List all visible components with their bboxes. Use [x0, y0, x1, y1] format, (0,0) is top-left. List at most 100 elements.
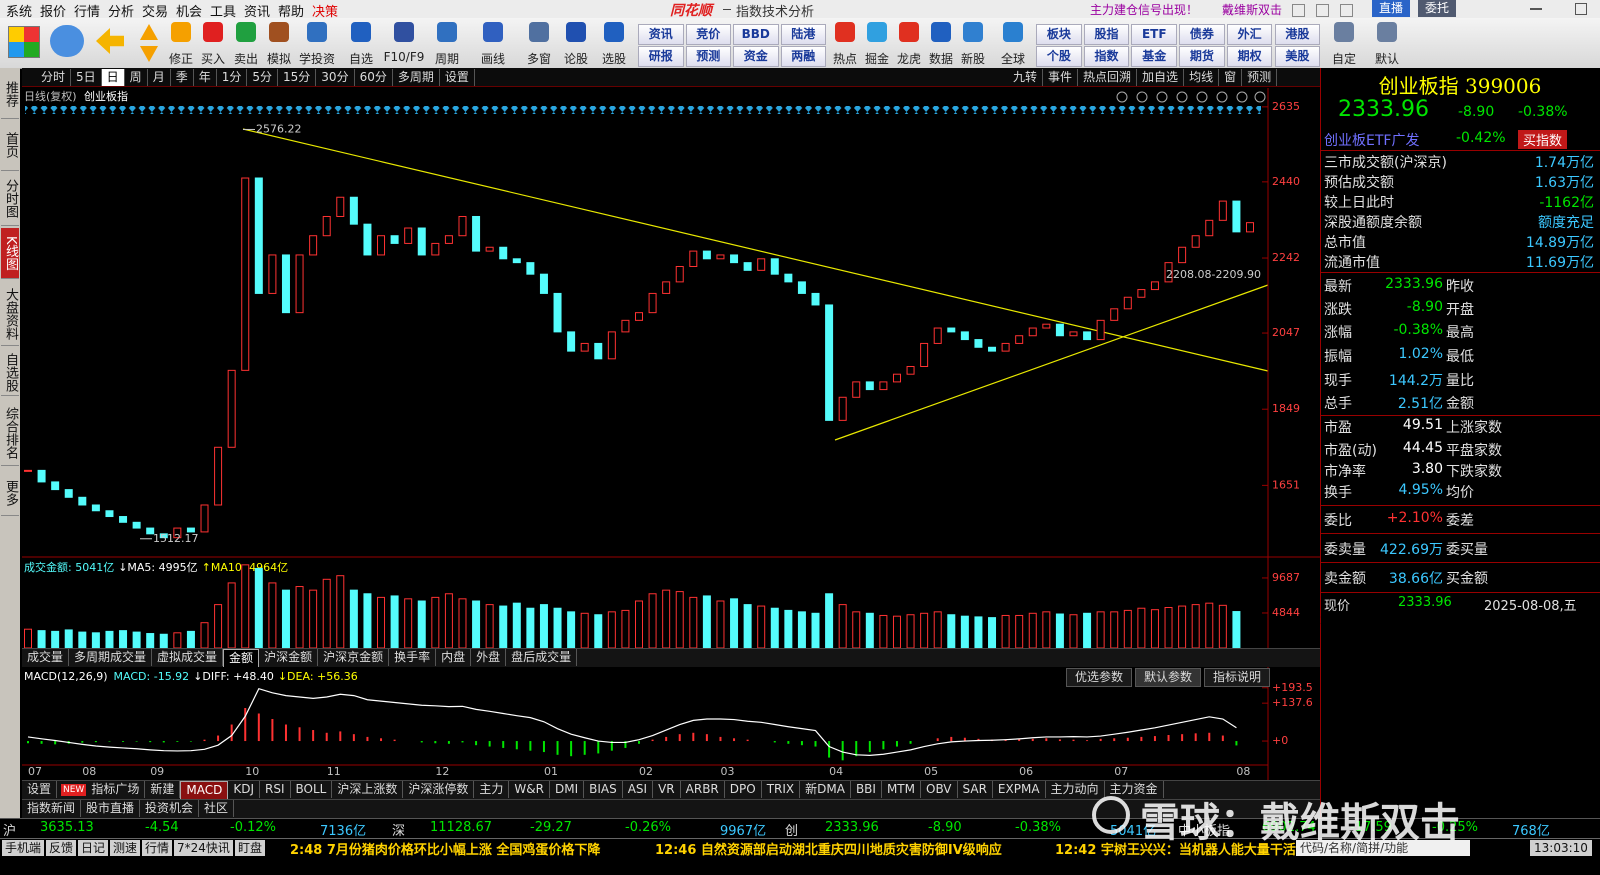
period-tab[interactable]: 周 — [125, 69, 148, 86]
period-tab[interactable]: 年 — [194, 69, 217, 86]
indicator-tabs-item[interactable]: BIAS — [584, 781, 623, 798]
period-tab[interactable]: 日 — [101, 69, 125, 86]
macd-button[interactable]: 默认参数 — [1135, 668, 1201, 687]
period-tab[interactable]: 1分 — [217, 69, 248, 86]
tool-label[interactable]: 全球 — [1000, 52, 1025, 66]
indicator-tabs-item[interactable]: RSI — [260, 781, 291, 798]
buy-button[interactable]: 买指数 — [1518, 130, 1568, 149]
grid-button[interactable]: 基金 — [1131, 46, 1178, 67]
tool-label[interactable]: 掘金 — [864, 52, 889, 66]
indicator-tabs-item[interactable]: DPO — [725, 781, 762, 798]
indicator-tabs-item[interactable]: ASI — [623, 781, 654, 798]
status-item[interactable]: 盯盘 — [235, 840, 266, 856]
menu-item[interactable]: 交易 — [142, 5, 169, 20]
nav-item[interactable]: 自选股 — [1, 350, 19, 396]
status-item[interactable]: 日记 — [78, 840, 109, 856]
tool-label[interactable]: 周期 — [434, 52, 459, 66]
tool-label[interactable]: 数据 — [928, 52, 953, 66]
nav-item[interactable]: 推荐 — [1, 70, 19, 119]
grid-button[interactable]: 陆港 — [780, 24, 826, 45]
indicator-tabs-item[interactable]: 沪深涨停数 — [403, 781, 475, 798]
grid-button[interactable]: 竞价 — [685, 24, 731, 45]
top-button[interactable]: 委托 — [1418, 0, 1457, 17]
etf-name[interactable]: 创业板ETF广发 — [1324, 133, 1420, 149]
top-button[interactable]: 直播 — [1372, 0, 1411, 17]
tool-label[interactable]: 卖出 — [233, 52, 258, 66]
chart-tool[interactable]: 九转 — [1008, 69, 1044, 86]
grid-button[interactable]: 研报 — [638, 46, 684, 67]
menu-item[interactable]: 帮助 — [278, 5, 305, 20]
volume-tabs-item[interactable]: 盘后成交量 — [506, 649, 578, 666]
status-item[interactable]: 测速 — [110, 840, 141, 856]
chart-tool[interactable]: 预测 — [1242, 69, 1278, 86]
nav-item[interactable]: 更多 — [1, 470, 19, 516]
nav-item[interactable]: 大盘资料 — [1, 282, 19, 346]
grid-button[interactable]: ETF — [1131, 24, 1178, 45]
volume-tabs-item[interactable]: 多周期成交量 — [69, 649, 153, 666]
indicator-tabs-item[interactable]: EXPMA — [993, 781, 1046, 798]
volume-tabs-item[interactable]: 沪深京金额 — [318, 649, 390, 666]
indicator-tabs-item[interactable]: W&R — [509, 781, 550, 798]
nav-item[interactable]: K线图 — [1, 228, 19, 279]
grid-button[interactable]: 股指 — [1083, 24, 1130, 45]
grid-button[interactable]: 板块 — [1036, 24, 1082, 45]
grid-button[interactable]: 两融 — [780, 46, 826, 67]
macd-button[interactable]: 指标说明 — [1204, 668, 1270, 687]
tool-label[interactable]: 自选 — [348, 52, 373, 66]
promo[interactable]: 戴维斯双击 — [1222, 3, 1283, 17]
status-item[interactable]: 手机端 — [2, 840, 45, 856]
info-tabs-item[interactable]: 指数新闻 — [22, 800, 82, 817]
nav-item[interactable]: 首页 — [1, 120, 19, 171]
period-tab[interactable]: 设置 — [440, 69, 475, 86]
chart-tool[interactable]: 均线 — [1184, 69, 1220, 86]
volume-tabs-item[interactable]: 沪深金额 — [259, 649, 319, 666]
indicator-tabs-item[interactable]: 主力资金 — [1105, 781, 1164, 798]
chart-tool[interactable]: 加自选 — [1137, 69, 1185, 86]
grid-button[interactable]: 资讯 — [638, 24, 684, 45]
indicator-tabs-item[interactable]: TRIX — [762, 781, 801, 798]
tool-label[interactable]: 买入 — [200, 52, 225, 66]
period-tab[interactable]: 15分 — [278, 69, 317, 86]
volume-tabs-item[interactable]: 成交量 — [22, 649, 70, 666]
menu-item[interactable]: 工具 — [210, 5, 237, 20]
volume-tabs-item[interactable]: 内盘 — [436, 649, 472, 666]
indicator-tabs-item[interactable]: MACD — [180, 781, 229, 799]
grid-button[interactable]: 指数 — [1083, 46, 1130, 67]
macd-button[interactable]: 优选参数 — [1066, 668, 1132, 687]
indicator-tabs-item[interactable]: BOLL — [291, 781, 333, 798]
news-item[interactable]: 12:46 自然资源部启动湖北重庆四川地质灾害防御IV级响应 — [655, 843, 1002, 858]
period-tab[interactable]: 30分 — [316, 69, 355, 86]
volume-tabs-item[interactable]: 虚拟成交量 — [152, 649, 224, 666]
grid-button[interactable]: 债券 — [1179, 24, 1225, 45]
grid-button[interactable]: 美股 — [1274, 46, 1321, 67]
tool-label[interactable]: 模拟 — [266, 52, 291, 66]
search-box[interactable]: 代码/名称/简拼/功能 — [1296, 840, 1470, 856]
menu-item[interactable]: 决策 — [312, 5, 339, 20]
tool-label[interactable]: F10/F9 — [383, 50, 425, 64]
menu-item[interactable]: 分析 — [108, 5, 135, 20]
indicator-tabs-item[interactable]: SAR — [958, 781, 993, 798]
tool-label[interactable]: 热点 — [832, 52, 857, 66]
chart-tool[interactable]: 窗 — [1219, 69, 1243, 86]
grid-button[interactable]: BBD — [733, 24, 779, 45]
indicator-tabs-item[interactable]: VR — [653, 781, 681, 798]
indicator-tabs-item[interactable]: 沪深上涨数 — [332, 781, 404, 798]
info-tabs-item[interactable]: 社区 — [199, 800, 235, 817]
indicator-tabs-item[interactable]: KDJ — [228, 781, 261, 798]
grid-button[interactable]: 资金 — [733, 46, 779, 67]
indicator-tabs-item[interactable]: ARBR — [681, 781, 725, 798]
status-item[interactable]: 7*24快讯 — [174, 840, 233, 856]
period-tab[interactable]: 5日 — [71, 69, 102, 86]
menu-item[interactable]: 机会 — [176, 5, 203, 20]
period-tab[interactable]: 60分 — [355, 69, 393, 86]
tool-label[interactable]: 自定 — [1331, 52, 1356, 66]
grid-button[interactable]: 外汇 — [1226, 24, 1273, 45]
indicator-tabs-item[interactable]: 新DMA — [800, 781, 851, 798]
tool-label[interactable]: 画线 — [480, 52, 505, 66]
grid-button[interactable]: 期货 — [1179, 46, 1225, 67]
menu-item[interactable]: 报价 — [40, 5, 67, 20]
grid-button[interactable]: 预测 — [685, 46, 731, 67]
tool-label[interactable]: 龙虎 — [896, 52, 921, 66]
volume-tabs-item[interactable]: 金额 — [223, 649, 260, 667]
news-item[interactable]: 2:48 7月份猪肉价格环比小幅上涨 全国鸡蛋价格下降 — [290, 843, 601, 858]
